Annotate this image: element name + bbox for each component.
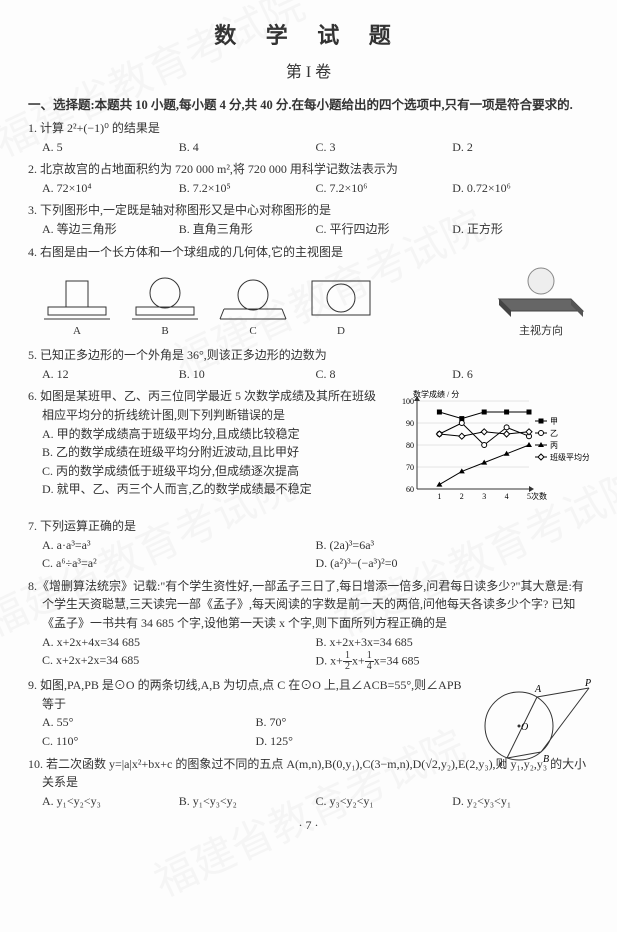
svg-text:班级平均分: 班级平均分 (550, 452, 589, 462)
q9-opt-d: D. 125° (256, 732, 470, 751)
svg-text:70: 70 (406, 463, 414, 472)
q4-fig-b: B (130, 275, 200, 340)
question-1: 1. 计算 2²+(−1)⁰ 的结果是 A. 5 B. 4 C. 3 D. 2 (28, 119, 589, 156)
q4-fig-a: A (42, 275, 112, 340)
svg-text:乙: 乙 (550, 429, 558, 438)
q7-opt-c: C. a⁶÷a³=a² (42, 554, 316, 573)
question-10: 10. 若二次函数 y=|a|x²+bx+c 的图象过不同的五点 A(m,n),… (28, 755, 589, 811)
q2-opt-a: A. 72×10⁴ (42, 179, 179, 198)
q4-fig-d: D (306, 275, 376, 340)
q2-opt-c: C. 7.2×10⁶ (316, 179, 453, 198)
q5-opt-d: D. 6 (452, 365, 589, 384)
subtitle: 第 I 卷 (28, 58, 589, 82)
q10-opt-b: B. y₁<y₃<y₂ (179, 792, 316, 811)
svg-text:3: 3 (482, 492, 486, 501)
q9-opt-a: A. 55° (42, 713, 256, 732)
q5-opt-c: C. 8 (316, 365, 453, 384)
q1-opt-c: C. 3 (316, 138, 453, 157)
q3-opt-b: B. 直角三角形 (179, 220, 316, 239)
q7-opt-d: D. (a²)³−(−a³)²=0 (316, 554, 590, 573)
section-heading: 一、选择题:本题共 10 小题,每小题 4 分,共 40 分.在每小题给出的四个… (28, 94, 589, 113)
q7-opt-a: A. a·a³=a³ (42, 536, 316, 555)
svg-text:数学成绩 / 分: 数学成绩 / 分 (413, 389, 459, 399)
question-4: 4. 右图是由一个长方体和一个球组成的几何体,它的主视图是 A B C D (28, 243, 589, 343)
q6-chart: 6070809010012345数学成绩 / 分次数甲乙丙班级平均分 (389, 387, 589, 513)
svg-text:甲: 甲 (550, 417, 558, 426)
q10-opt-d: D. y₂<y₃<y₁ (452, 792, 589, 811)
question-2: 2. 北京故宫的占地面积约为 720 000 m²,将 720 000 用科学记… (28, 160, 589, 197)
q3-opt-c: C. 平行四边形 (316, 220, 453, 239)
q5-opt-b: B. 10 (179, 365, 316, 384)
svg-text:60: 60 (406, 485, 414, 494)
question-7: 7. 下列运算正确的是 A. a·a³=a³ B. (2a)³=6a³ C. a… (28, 517, 589, 573)
q4-3d-fig: 主视方向 (493, 265, 589, 340)
svg-text:80: 80 (406, 441, 414, 450)
q6-opt-c: C. 丙的数学成绩低于班级平均分,但成绩逐次提高 (28, 462, 383, 481)
svg-text:丙: 丙 (550, 441, 558, 450)
page-number: · 7 · (28, 818, 589, 833)
q8-opt-b: B. x+2x+3x=34 685 (316, 633, 590, 652)
q4-fig-c: C (218, 275, 288, 340)
q3-opt-d: D. 正方形 (452, 220, 589, 239)
q1-opt-b: B. 4 (179, 138, 316, 157)
q10-text: 10. 若二次函数 y=|a|x²+bx+c 的图象过不同的五点 A(m,n),… (28, 755, 589, 792)
question-5: 5. 已知正多边形的一个外角是 36°,则该正多边形的边数为 A. 12 B. … (28, 346, 589, 383)
q2-opt-b: B. 7.2×10⁵ (179, 179, 316, 198)
q3-opt-a: A. 等边三角形 (42, 220, 179, 239)
question-6: 6. 如图是某班甲、乙、丙三位同学最近 5 次数学成绩及其所在班级相应平均分的折… (28, 387, 589, 513)
q5-text: 5. 已知正多边形的一个外角是 36°,则该正多边形的边数为 (28, 346, 589, 365)
q7-opt-b: B. (2a)³=6a³ (316, 536, 590, 555)
svg-text:P: P (584, 678, 591, 689)
q9-opt-c: C. 110° (42, 732, 256, 751)
page-title: 数 学 试 题 (28, 18, 589, 50)
q8-text: 8.《增删算法统宗》记载:"有个学生资性好,一部孟子三日了,每日增添一倍多,问君… (28, 577, 589, 633)
q4-text: 4. 右图是由一个长方体和一个球组成的几何体,它的主视图是 (28, 243, 589, 262)
q5-opt-a: A. 12 (42, 365, 179, 384)
q2-text: 2. 北京故宫的占地面积约为 720 000 m²,将 720 000 用科学记… (28, 160, 589, 179)
q9-opt-b: B. 70° (256, 713, 470, 732)
question-9: 9. 如图,PA,PB 是⊙O 的两条切线,A,B 为切点,点 C 在⊙O 上,… (28, 676, 589, 750)
q10-opt-a: A. y₁<y₂<y₃ (42, 792, 179, 811)
svg-text:1: 1 (437, 492, 441, 501)
svg-text:次数: 次数 (531, 491, 547, 501)
q7-text: 7. 下列运算正确的是 (28, 517, 589, 536)
q1-opt-d: D. 2 (452, 138, 589, 157)
q8-opt-c: C. x+2x+2x=34 685 (42, 651, 316, 672)
q8-opt-a: A. x+2x+4x=34 685 (42, 633, 316, 652)
question-3: 3. 下列图形中,一定既是轴对称图形又是中心对称图形的是 A. 等边三角形 B.… (28, 201, 589, 238)
svg-text:O: O (521, 722, 528, 733)
q1-opt-a: A. 5 (42, 138, 179, 157)
q6-opt-a: A. 甲的数学成绩高于班级平均分,且成绩比较稳定 (28, 425, 383, 444)
q6-opt-b: B. 乙的数学成绩在班级平均分附近波动,且比甲好 (28, 443, 383, 462)
svg-text:2: 2 (460, 492, 464, 501)
q6-opt-d: D. 就甲、乙、丙三个人而言,乙的数学成绩最不稳定 (28, 480, 383, 499)
q6-text: 6. 如图是某班甲、乙、丙三位同学最近 5 次数学成绩及其所在班级相应平均分的折… (28, 387, 383, 424)
q3-text: 3. 下列图形中,一定既是轴对称图形又是中心对称图形的是 (28, 201, 589, 220)
svg-text:A: A (534, 684, 542, 695)
q8-opt-d: D. x+12x+14x=34 685 (316, 651, 590, 672)
q1-text: 1. 计算 2²+(−1)⁰ 的结果是 (28, 119, 589, 138)
svg-text:90: 90 (406, 419, 414, 428)
q10-opt-c: C. y₃<y₂<y₁ (316, 792, 453, 811)
q2-opt-d: D. 0.72×10⁶ (452, 179, 589, 198)
question-8: 8.《增删算法统宗》记载:"有个学生资性好,一部孟子三日了,每日增添一倍多,问君… (28, 577, 589, 672)
svg-text:4: 4 (505, 492, 509, 501)
